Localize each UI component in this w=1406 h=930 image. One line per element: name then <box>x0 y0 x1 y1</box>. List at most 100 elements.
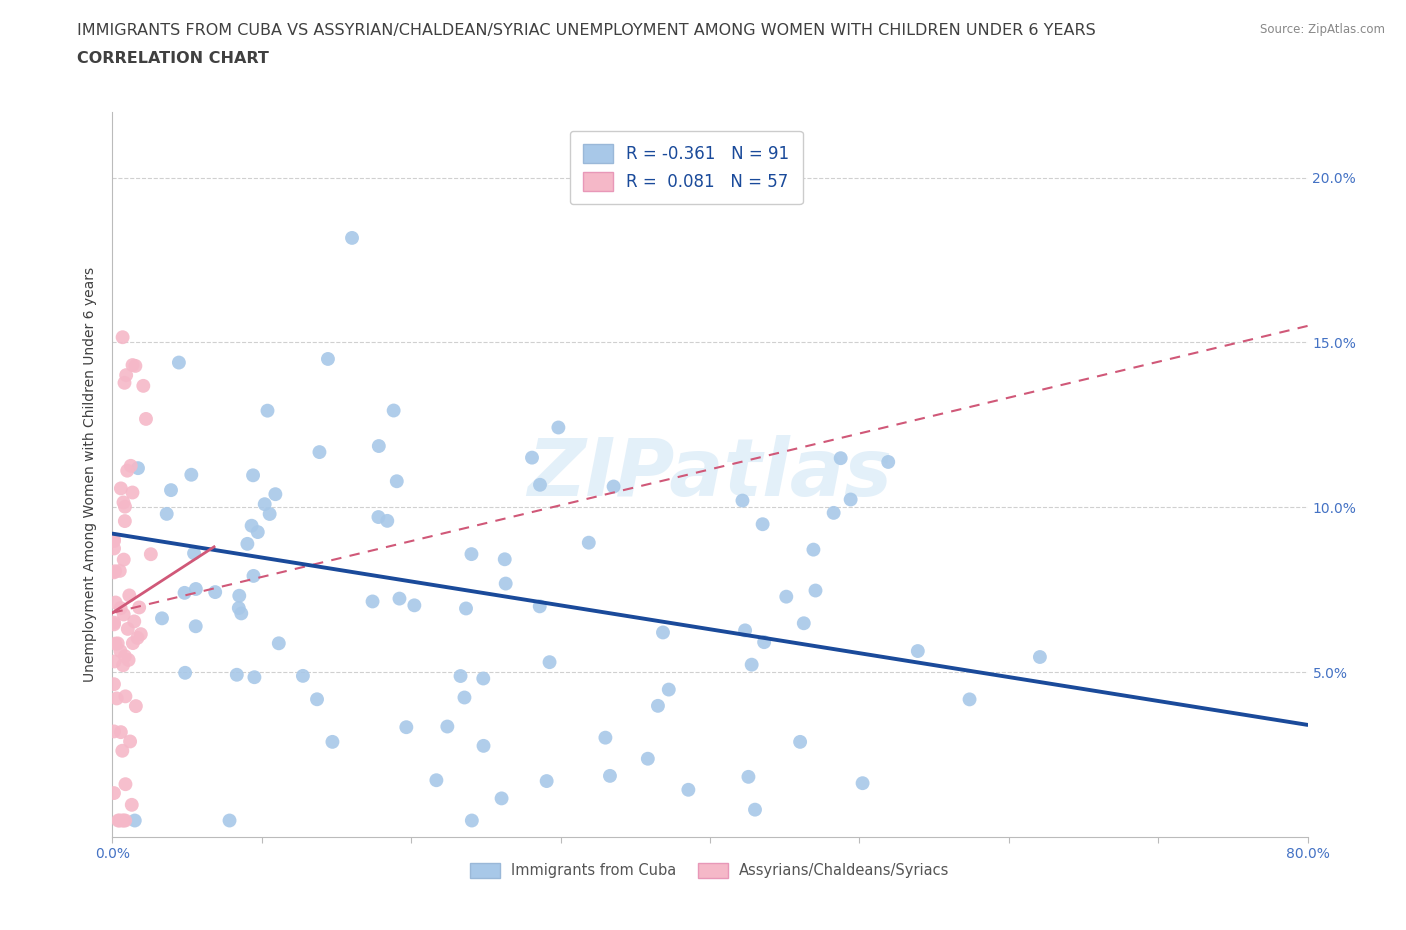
Point <box>267 636 290 651</box>
Point <box>308 445 330 459</box>
Text: CORRELATION CHART: CORRELATION CHART <box>77 51 269 66</box>
Point <box>112 495 135 510</box>
Point <box>103 534 125 549</box>
Point <box>602 479 624 494</box>
Point <box>111 330 134 345</box>
Point <box>793 616 815 631</box>
Point <box>388 591 411 606</box>
Point <box>228 589 250 604</box>
Point <box>538 655 561 670</box>
Text: ZIPatlas: ZIPatlas <box>527 435 893 513</box>
Point <box>104 636 127 651</box>
Point <box>139 547 162 562</box>
Point <box>789 735 811 750</box>
Point <box>375 513 398 528</box>
Text: Source: ZipAtlas.com: Source: ZipAtlas.com <box>1260 23 1385 36</box>
Point <box>112 658 135 672</box>
Point <box>494 551 516 566</box>
Point <box>117 653 139 668</box>
Point <box>103 616 125 631</box>
Point <box>103 617 125 631</box>
Point <box>242 568 264 583</box>
Point <box>114 813 136 828</box>
Point <box>228 601 250 616</box>
Point <box>103 677 125 692</box>
Point <box>851 776 873 790</box>
Point <box>731 493 754 508</box>
Point <box>529 477 551 492</box>
Point <box>110 481 132 496</box>
Point <box>104 595 127 610</box>
Point <box>108 813 131 828</box>
Point <box>124 358 146 373</box>
Point <box>183 546 205 561</box>
Point <box>752 635 775 650</box>
Point <box>127 460 149 475</box>
Point <box>225 668 247 683</box>
Point <box>529 599 551 614</box>
Point <box>316 352 339 366</box>
Point <box>472 738 495 753</box>
Point <box>240 518 263 533</box>
Point <box>132 379 155 393</box>
Point <box>547 420 569 435</box>
Point <box>436 719 458 734</box>
Point <box>264 486 287 501</box>
Point <box>120 458 142 473</box>
Point <box>108 564 131 578</box>
Point <box>125 698 148 713</box>
Point <box>253 497 276 512</box>
Legend: Immigrants from Cuba, Assyrians/Chaldeans/Syriacs: Immigrants from Cuba, Assyrians/Chaldean… <box>464 857 956 884</box>
Point <box>830 451 852 466</box>
Point <box>115 367 138 382</box>
Point <box>122 614 145 629</box>
Point <box>907 644 929 658</box>
Point <box>121 797 143 812</box>
Point <box>120 734 142 749</box>
Point <box>744 803 766 817</box>
Point <box>578 536 600 551</box>
Point <box>103 565 125 579</box>
Point <box>1029 649 1052 664</box>
Point <box>160 483 183 498</box>
Point <box>122 635 145 650</box>
Point <box>647 698 669 713</box>
Point <box>117 621 139 636</box>
Point <box>959 692 981 707</box>
Point <box>305 692 328 707</box>
Point <box>103 654 125 669</box>
Point <box>104 564 127 578</box>
Point <box>291 669 314 684</box>
Point <box>236 537 259 551</box>
Point <box>461 813 484 828</box>
Point <box>231 606 253 621</box>
Point <box>174 665 197 680</box>
Point <box>204 585 226 600</box>
Point <box>658 682 681 697</box>
Point <box>340 231 363 246</box>
Point <box>803 542 825 557</box>
Point <box>124 813 146 828</box>
Point <box>321 735 343 750</box>
Point <box>128 600 150 615</box>
Point <box>425 773 447 788</box>
Point <box>737 769 759 784</box>
Point <box>652 625 675 640</box>
Point <box>775 590 797 604</box>
Point <box>156 507 179 522</box>
Point <box>367 439 389 454</box>
Point <box>385 473 408 488</box>
Point <box>404 598 426 613</box>
Point <box>877 455 900 470</box>
Point <box>361 594 384 609</box>
Point <box>107 813 129 828</box>
Point <box>150 611 173 626</box>
Point <box>536 774 558 789</box>
Point <box>242 468 264 483</box>
Point <box>103 724 125 738</box>
Point <box>453 690 475 705</box>
Point <box>184 618 207 633</box>
Point <box>382 403 405 418</box>
Point <box>367 510 389 525</box>
Point <box>107 636 129 651</box>
